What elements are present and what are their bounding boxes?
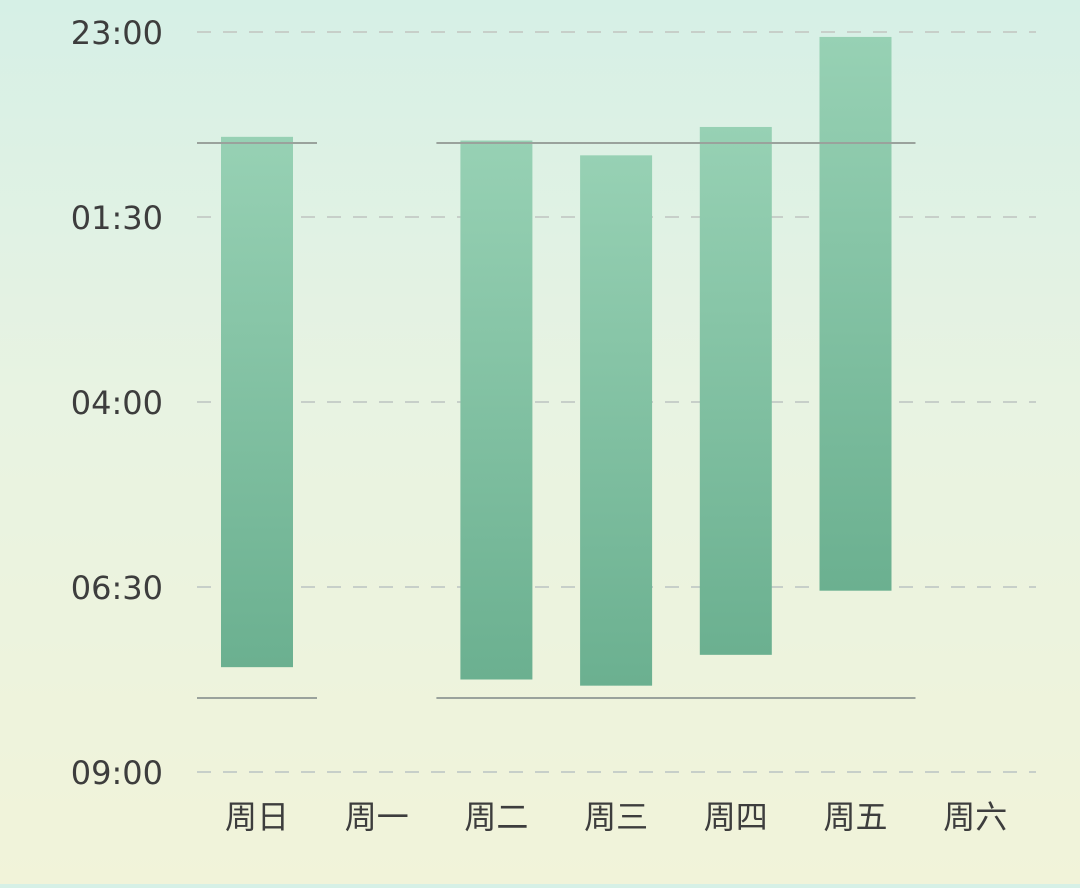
x-axis-ticks: 周日 周一 周二 周三 周四 周五 周六: [225, 798, 1007, 836]
x-tick-label: 周三: [584, 798, 648, 836]
y-tick-label: 23:00: [71, 14, 163, 52]
sleep-bar[interactable]: [460, 140, 533, 680]
y-axis-ticks: 23:00 01:30 04:00 06:30 09:00: [71, 14, 163, 792]
sleep-bar[interactable]: [819, 36, 892, 591]
x-tick-label: 周六: [943, 798, 1007, 836]
sleep-bar[interactable]: [699, 126, 772, 655]
sleep-bar[interactable]: [221, 136, 293, 668]
sleep-bar[interactable]: [580, 155, 653, 686]
x-tick-label: 周五: [823, 798, 887, 836]
bar-layer: [221, 36, 892, 686]
y-tick-label: 01:30: [71, 199, 163, 237]
reference-line-layer: [197, 142, 916, 699]
y-tick-label: 06:30: [71, 569, 163, 607]
y-tick-label: 09:00: [71, 754, 163, 792]
x-tick-label: 周日: [225, 798, 289, 836]
x-tick-label: 周四: [704, 798, 768, 836]
x-tick-label: 周一: [345, 798, 409, 836]
x-tick-label: 周二: [464, 798, 528, 836]
y-tick-label: 04:00: [71, 384, 163, 422]
